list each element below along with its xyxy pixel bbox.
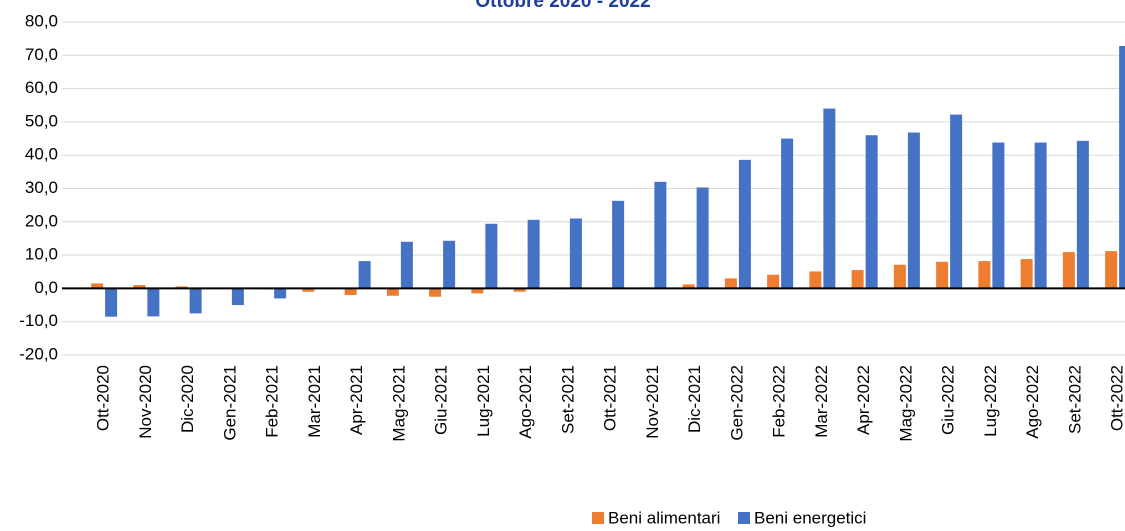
x-tick-label: Giu-2022 <box>939 365 958 435</box>
bar <box>1105 251 1118 289</box>
x-tick-label: Lug-2022 <box>981 365 1000 437</box>
x-tick-label: Dic-2021 <box>685 365 704 433</box>
y-tick-label: 10,0 <box>25 245 58 264</box>
y-tick-label: 30,0 <box>25 178 58 197</box>
bar <box>823 108 836 289</box>
bar <box>654 181 667 289</box>
bar <box>724 278 737 289</box>
x-tick-label: Dic-2020 <box>178 365 197 433</box>
bar <box>992 142 1005 289</box>
bar <box>471 288 484 294</box>
y-tick-label: -20,0 <box>19 344 58 363</box>
x-tick-label: Mar-2022 <box>812 365 831 438</box>
x-tick-label: Feb-2021 <box>263 365 282 438</box>
bar <box>936 261 949 289</box>
bar <box>358 261 371 289</box>
bar <box>1020 259 1033 289</box>
bar <box>781 138 794 289</box>
legend-label: Beni alimentari <box>608 508 720 527</box>
x-tick-label: Lug-2021 <box>474 365 493 437</box>
bar <box>696 187 709 289</box>
x-tick-label: Gen-2021 <box>220 365 239 441</box>
bar <box>1034 142 1047 289</box>
bar <box>612 200 625 289</box>
bar <box>91 283 104 289</box>
legend-label: Beni energetici <box>754 508 866 527</box>
x-tick-label: Set-2022 <box>1065 365 1084 434</box>
y-tick-label: 70,0 <box>25 45 58 64</box>
x-tick-label: Set-2021 <box>558 365 577 434</box>
bar <box>738 159 751 289</box>
y-tick-label: 0,0 <box>34 278 58 297</box>
bar <box>302 288 315 292</box>
x-tick-label: Gen-2022 <box>727 365 746 441</box>
bar <box>231 288 244 306</box>
x-tick-label: Mag-2022 <box>896 365 915 442</box>
bar <box>429 288 442 297</box>
y-tick-label: 50,0 <box>25 111 58 130</box>
bar <box>1062 252 1075 289</box>
bar <box>978 261 991 289</box>
legend-swatch <box>592 512 604 524</box>
bar <box>105 288 118 317</box>
bar <box>344 288 357 296</box>
bar <box>400 241 413 289</box>
y-tick-label: 80,0 <box>25 11 58 30</box>
chart-title: Ottobre 2020 - 2022 <box>475 0 650 12</box>
y-tick-label: 60,0 <box>25 78 58 97</box>
bar <box>809 271 822 289</box>
bar <box>950 114 963 289</box>
x-tick-label: Ott-2020 <box>94 365 113 431</box>
bar <box>443 240 456 289</box>
x-tick-label: Ott-2021 <box>601 365 620 431</box>
x-tick-label: Mar-2021 <box>305 365 324 438</box>
bar <box>851 270 864 289</box>
y-tick-label: -10,0 <box>19 311 58 330</box>
y-tick-label: 40,0 <box>25 145 58 164</box>
x-tick-label: Giu-2021 <box>432 365 451 435</box>
bar <box>682 284 695 289</box>
x-tick-label: Ott-2022 <box>1108 365 1125 431</box>
x-tick-label: Ago-2022 <box>1023 365 1042 439</box>
bar <box>386 288 399 296</box>
bar <box>513 288 526 292</box>
bar <box>133 285 146 289</box>
legend-swatch <box>738 512 750 524</box>
x-tick-label: Feb-2022 <box>770 365 789 438</box>
bar <box>907 132 920 289</box>
y-tick-label: 20,0 <box>25 211 58 230</box>
bar <box>527 219 540 289</box>
bar <box>147 288 160 317</box>
bar <box>1076 140 1089 289</box>
x-tick-label: Nov-2020 <box>136 365 155 439</box>
x-tick-label: Mag-2021 <box>389 365 408 442</box>
bar <box>189 288 202 314</box>
x-tick-label: Apr-2021 <box>347 365 366 435</box>
x-tick-label: Nov-2021 <box>643 365 662 439</box>
x-tick-label: Apr-2022 <box>854 365 873 435</box>
x-tick-label: Ago-2021 <box>516 365 535 439</box>
bar <box>893 264 906 289</box>
bar <box>865 135 878 289</box>
bar <box>485 223 498 289</box>
bar <box>1119 45 1125 289</box>
bar <box>767 274 780 289</box>
bar <box>569 218 582 289</box>
bar <box>274 288 287 299</box>
